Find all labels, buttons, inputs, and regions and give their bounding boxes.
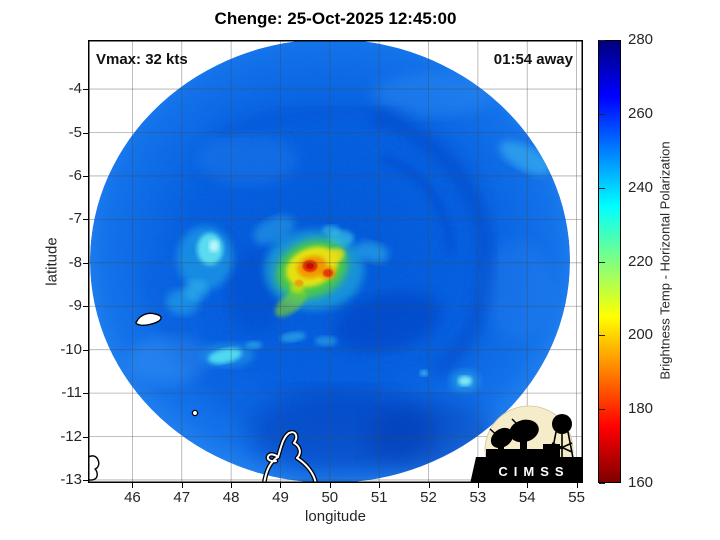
y-tick-label: -8 — [68, 253, 82, 271]
x-tick-label: 49 — [272, 489, 289, 506]
y-tick-label: -11 — [61, 384, 82, 402]
y-tick-label: -5 — [68, 123, 82, 141]
colorbar-tick-label: 180 — [628, 400, 654, 418]
islet-outline — [191, 409, 199, 417]
cimss-logo: CIMSS — [470, 405, 583, 483]
x-tick-mark — [329, 483, 331, 488]
x-tick-label: 46 — [124, 489, 141, 506]
y-tick-label: -12 — [60, 427, 82, 445]
swath-disk — [90, 40, 570, 483]
colorbar-tick-label: 200 — [628, 326, 654, 344]
x-axis-label: longitude — [305, 508, 366, 525]
y-tick-mark — [83, 306, 88, 308]
x-tick-mark — [428, 483, 430, 488]
colorbar — [598, 40, 621, 483]
y-tick-mark — [83, 349, 88, 351]
colorbar-tick-mark — [599, 261, 605, 263]
time-to-obs-annotation: 01:54 away — [493, 51, 573, 68]
logo-building — [486, 444, 560, 458]
y-tick-label: -9 — [68, 297, 82, 315]
x-tick-mark — [280, 483, 282, 488]
x-tick-mark — [576, 483, 578, 488]
y-tick-label: -6 — [68, 166, 82, 184]
colorbar-tick-label: 160 — [628, 474, 654, 491]
x-tick-label: 47 — [173, 489, 191, 506]
y-tick-mark — [83, 89, 88, 91]
colorbar-tick-mark — [599, 409, 605, 411]
x-tick-label: 48 — [222, 489, 240, 506]
island-outline — [135, 312, 162, 326]
madagascar-coastline — [261, 429, 319, 483]
x-tick-label: 51 — [370, 489, 388, 506]
y-tick-mark — [83, 436, 88, 438]
colorbar-tick-mark — [599, 40, 605, 41]
y-tick-mark — [83, 219, 88, 221]
colorbar-tick-label: 240 — [628, 178, 654, 196]
colorbar-tick-mark — [599, 113, 605, 115]
colorbar-tick-mark — [599, 483, 605, 484]
y-tick-mark — [83, 175, 88, 177]
y-tick-mark — [83, 393, 88, 395]
colorbar-label: Brightness Temp - Horizontal Polarizatio… — [657, 141, 673, 380]
x-tick-label: 55 — [568, 489, 585, 506]
x-tick-mark — [132, 483, 134, 488]
x-tick-label: 52 — [420, 489, 437, 506]
colorbar-tick-mark — [599, 187, 605, 189]
x-tick-label: 50 — [321, 489, 339, 506]
x-tick-mark — [231, 483, 233, 488]
x-tick-mark — [527, 483, 529, 488]
y-tick-mark — [83, 262, 88, 264]
y-tick-mark — [83, 132, 88, 134]
y-tick-label: -13 — [60, 470, 82, 488]
y-tick-label: -10 — [60, 340, 82, 358]
colorbar-tick-label: 280 — [628, 31, 654, 48]
satellite-map: CIMSS — [88, 40, 583, 483]
cold-cloud-patches — [166, 141, 551, 392]
colorbar-tick-label: 220 — [628, 252, 654, 270]
gridlines — [88, 40, 583, 483]
vmax-annotation: Vmax: 32 kts — [96, 51, 188, 68]
x-tick-mark — [181, 483, 183, 488]
y-tick-mark — [83, 479, 88, 481]
coastline-contours — [88, 312, 319, 483]
plot-title: Chenge: 25-Oct-2025 12:45:00 — [214, 9, 457, 28]
y-tick-label: -4 — [68, 80, 82, 98]
x-tick-label: 54 — [518, 489, 536, 506]
convective-core — [264, 230, 364, 317]
y-tick-label: -7 — [68, 210, 82, 228]
logo-text: CIMSS — [498, 464, 569, 479]
colorbar-tick-label: 260 — [628, 104, 654, 122]
colorbar-tick-mark — [599, 335, 605, 337]
plot-border — [88, 40, 583, 483]
x-tick-mark — [477, 483, 479, 488]
x-tick-mark — [379, 483, 381, 488]
x-tick-label: 53 — [469, 489, 487, 506]
logo-banner — [470, 457, 583, 483]
corner-island-outline — [88, 455, 100, 481]
